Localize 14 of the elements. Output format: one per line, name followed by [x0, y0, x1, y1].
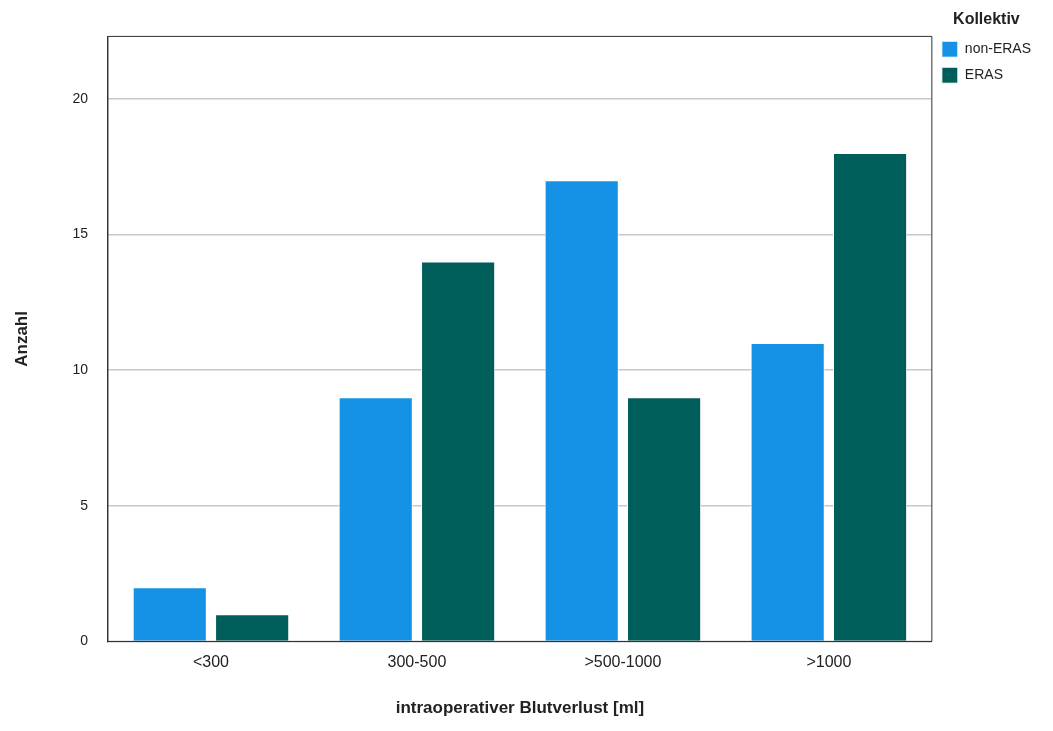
x-axis-title: intraoperativer Blutverlust [ml] — [395, 698, 645, 718]
x-tick-label: 300-500 — [387, 653, 447, 671]
legend-label: ERAS — [964, 66, 1003, 83]
y-tick-label: 5 — [80, 496, 89, 513]
x-tick-label: <300 — [192, 653, 230, 671]
legend-label: non-ERAS — [964, 40, 1032, 57]
y-tick-label: 15 — [72, 225, 89, 242]
x-tick-label: >500-1000 — [584, 653, 662, 671]
y-tick-label: 20 — [72, 89, 89, 106]
y-tick-label: 0 — [80, 632, 89, 649]
y-axis-title: Anzahl — [11, 311, 31, 367]
legend-title: Kollektiv — [953, 10, 1020, 28]
x-tick-label: >1000 — [806, 653, 852, 671]
y-tick-label: 10 — [72, 360, 89, 377]
